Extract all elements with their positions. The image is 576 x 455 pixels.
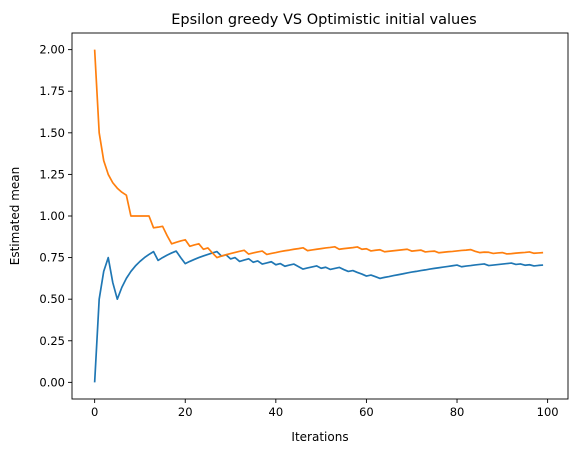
x-tick-label: 0: [91, 405, 98, 419]
y-axis: 0.00 0.25 0.50 0.75 1.00 1.25 1.50 1.75 2.00: [39, 43, 72, 389]
x-tick-label: 100: [537, 405, 559, 419]
series-layer: [93, 49, 544, 383]
x-tick-label: 40: [269, 405, 284, 419]
series-line-1: [93, 250, 544, 383]
y-tick-label: 2.00: [39, 43, 65, 57]
y-tick-label: 1.75: [39, 84, 65, 98]
x-axis: 0 20 40 60 80 100: [91, 399, 559, 419]
x-tick-label: 60: [359, 405, 374, 419]
series-line-2: [93, 49, 544, 259]
y-axis-label: Estimated mean: [8, 167, 22, 265]
chart-title: Epsilon greedy VS Optimistic initial val…: [171, 12, 476, 28]
x-tick-label: 20: [178, 405, 193, 419]
y-tick-label: 0.00: [39, 375, 65, 389]
y-tick-label: 1.00: [39, 209, 65, 223]
y-tick-label: 0.75: [39, 251, 65, 265]
y-tick-label: 1.50: [39, 126, 65, 140]
y-tick-label: 1.25: [39, 167, 65, 181]
y-tick-label: 0.50: [39, 292, 65, 306]
y-tick-label: 0.25: [39, 334, 65, 348]
x-tick-label: 80: [450, 405, 465, 419]
x-axis-label: Iterations: [291, 430, 348, 444]
